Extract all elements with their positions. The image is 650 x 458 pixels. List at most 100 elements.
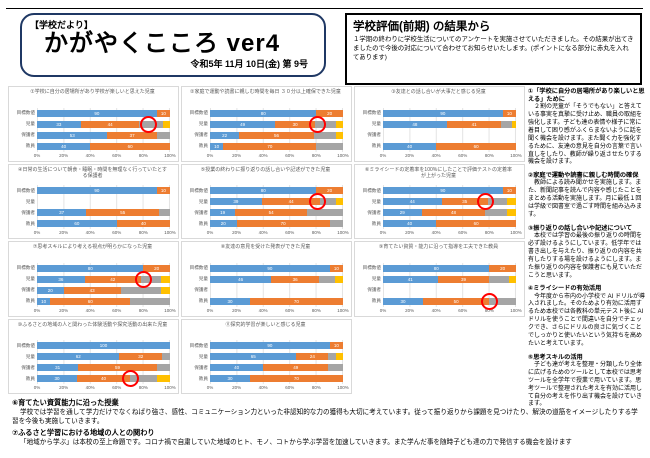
segment-value-label: 44 xyxy=(107,121,113,127)
axis-tick: 40% xyxy=(258,307,268,313)
bar-row: 児童 62 32 xyxy=(11,351,174,362)
axis-tick: 100% xyxy=(164,152,176,158)
category-label: 児童 xyxy=(371,121,381,126)
bar-row: 目標数値 80 20 xyxy=(184,108,347,119)
bar-track: 36 42 xyxy=(37,270,170,288)
chart-title: ⑪探究的学習が楽しいと感じる児童 xyxy=(225,321,306,328)
bar-segment: 24 xyxy=(296,353,329,360)
segment-value-label: 49 xyxy=(293,365,299,370)
segment-value-label: 41 xyxy=(407,276,413,282)
bar-row: 児童 46 36 xyxy=(184,274,347,285)
segment-value-label: 60 xyxy=(473,221,479,226)
bar-track: 20 70 xyxy=(210,220,343,227)
segment-value-label: 20 xyxy=(327,188,333,193)
note-body: 子ども達が考えを整理・分類したり全体に広げるためのツールとして本校では思考ツール… xyxy=(528,361,643,408)
segment-value-label: 35 xyxy=(462,199,468,204)
chart-panel: ⑩ふるさとの地域の人と関わった体験活動や探究活動の出来た児童 目標数値 100 児童 6… xyxy=(8,318,179,394)
bar-segment xyxy=(130,297,170,305)
axis-tick: 0% xyxy=(379,230,387,235)
segment-value-label: 36 xyxy=(58,276,64,282)
bar-segment: 37 xyxy=(37,209,87,216)
segment-value-label: 100 xyxy=(99,343,108,348)
bar-segment: 90 xyxy=(210,264,330,272)
chart-panel: ⑦思考スキルにより考える視点が明らかになった児童 目標数値 80 20 児童 36 42 保護… xyxy=(8,241,179,317)
bar-segment: 40 xyxy=(383,142,437,150)
bar-row: 児童 65 24 xyxy=(184,351,347,362)
bar-row: 児童 36 42 xyxy=(11,270,174,288)
segment-value-label: 40 xyxy=(234,365,240,370)
bar-segment: 10 xyxy=(329,342,343,349)
bar-segment: 44 xyxy=(383,198,442,205)
axis-tick: 0% xyxy=(206,307,214,313)
bar-row: 保護者 40 49 xyxy=(184,362,347,373)
segment-value-label: 30 xyxy=(292,121,298,127)
bar-track xyxy=(37,198,170,205)
axis-tick: 40% xyxy=(258,152,268,158)
bar-segment xyxy=(335,275,343,283)
bar-segment xyxy=(336,353,343,360)
bar-segment: 60 xyxy=(90,142,170,150)
segment-value-label: 39 xyxy=(460,276,466,282)
bar-segment: 80 xyxy=(383,264,490,272)
bar-row: 教員 30 70 xyxy=(184,296,347,307)
axis-tick: 40% xyxy=(431,230,441,235)
bar-segment: 33 xyxy=(37,120,81,128)
segment-value-label: 70 xyxy=(293,298,299,304)
chart-plot-area: 目標数値 80 20 児童 39 44 保護者 19 54 教員 20 70 0% 20% 40% 60% 80… xyxy=(184,180,349,238)
bar-segment xyxy=(329,220,343,227)
note-body: ２割の児童が「そうでもない」と答えている事実を真摯に受け止め、職員の取組を強化し… xyxy=(528,104,643,166)
axis-tick: 0% xyxy=(206,152,214,158)
category-label: 目標数値 xyxy=(16,110,35,115)
bar-track: 22 56 xyxy=(210,131,343,139)
category-label: 教員 xyxy=(198,220,208,226)
segment-value-label: 44 xyxy=(288,199,294,204)
axis-tick: 20% xyxy=(232,385,242,390)
segment-value-label: 20 xyxy=(500,265,506,271)
axis-tick: 40% xyxy=(258,385,268,390)
bar-track: 49 30 xyxy=(210,115,343,133)
note-heading: ①「学校に自分の居場所があり楽しいと思える」ために xyxy=(528,88,645,104)
bar-row: 保護者 xyxy=(357,130,520,141)
axis-tick: 100% xyxy=(510,307,522,313)
bar-track: 40 49 xyxy=(210,364,343,371)
axis-tick: 60% xyxy=(285,230,295,235)
bar-segment: 20 xyxy=(37,286,64,294)
bottom-note-section-7: ⑦ふるさと学習における地域の人との関わり 「地域から学ぶ」は本校の至上命題です。… xyxy=(12,428,642,447)
bar-segment xyxy=(120,286,161,294)
bar-segment: 31 xyxy=(37,364,79,371)
bar-segment: 29 xyxy=(383,209,422,216)
bar-row: 教員 30 70 xyxy=(184,373,347,384)
bar-row: 保護者 53 37 xyxy=(11,130,174,141)
axis-tick: 80% xyxy=(138,307,148,313)
axis-tick: 20% xyxy=(405,152,415,158)
bar-track: 30 50 xyxy=(383,292,516,310)
axis-tick: 40% xyxy=(431,307,441,313)
segment-value-label: 44 xyxy=(409,199,415,204)
bar-row: 教員 40 60 xyxy=(11,141,174,152)
axis-tick: 40% xyxy=(258,230,268,235)
segment-value-label: 53 xyxy=(69,132,75,138)
segment-value-label: 59 xyxy=(114,365,120,370)
bar-segment: 54 xyxy=(235,209,308,216)
bar-segment xyxy=(336,120,343,128)
bar-segment: 30 xyxy=(210,297,250,305)
axis-tick: 60% xyxy=(112,152,122,158)
axis-tick: 20% xyxy=(59,385,69,390)
bar-segment xyxy=(488,198,507,205)
bar-track: 29 48 xyxy=(383,209,516,216)
axis-tick: 60% xyxy=(458,152,468,158)
bar-row: 目標数値 90 10 xyxy=(357,185,520,196)
bar-track: 80 20 xyxy=(37,264,170,272)
newsletter-header: 【学校だより】 かがやくこころ ver4 令和5年 11月 10日(金) 第 9… xyxy=(20,13,326,77)
category-label: 教員 xyxy=(371,220,381,226)
bar-track: 65 24 xyxy=(210,353,343,360)
segment-value-label: 60 xyxy=(87,298,93,304)
axis-tick: 20% xyxy=(405,230,415,235)
segment-value-label: 90 xyxy=(440,110,446,116)
chart-panel: ③友達との話し合いが大事だと感じる児童 目標数値 90 10 児童 48 41 保護者 教員 40… xyxy=(354,86,525,162)
segment-value-label: 33 xyxy=(56,121,62,127)
bar-segment: 70 xyxy=(223,142,317,150)
bar-track: 30 40 xyxy=(37,370,170,387)
bar-segment xyxy=(159,209,170,216)
segment-value-label: 37 xyxy=(129,132,135,138)
